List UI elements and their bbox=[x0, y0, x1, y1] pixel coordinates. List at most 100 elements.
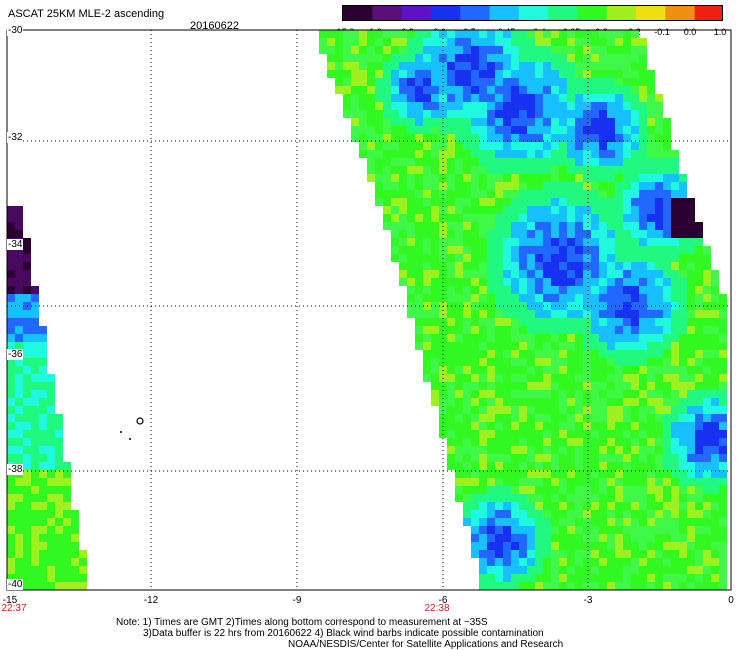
swath-cell bbox=[647, 494, 655, 502]
swath-cell bbox=[647, 222, 655, 230]
swath-cell bbox=[671, 190, 679, 198]
swath-cell bbox=[679, 454, 687, 462]
swath-cell bbox=[527, 526, 535, 534]
swath-cell bbox=[551, 478, 559, 486]
swath-cell bbox=[15, 262, 23, 270]
swath-cell bbox=[679, 174, 687, 182]
swath-cell bbox=[607, 294, 615, 302]
swath-cell bbox=[543, 334, 551, 342]
swath-cell bbox=[535, 142, 543, 150]
swath-cell bbox=[695, 478, 703, 486]
swath-cell bbox=[687, 326, 695, 334]
swath-cell bbox=[551, 238, 559, 246]
swath-cell bbox=[655, 518, 663, 526]
swath-cell bbox=[511, 262, 519, 270]
swath-cell bbox=[23, 310, 31, 318]
swath-cell bbox=[591, 470, 599, 478]
swath-cell bbox=[511, 502, 519, 510]
swath-cell bbox=[527, 510, 535, 518]
swath-cell bbox=[591, 238, 599, 246]
swath-cell bbox=[559, 166, 567, 174]
swath-cell bbox=[15, 390, 23, 398]
swath-cell bbox=[479, 310, 487, 318]
swath-cell bbox=[479, 342, 487, 350]
swath-cell bbox=[455, 158, 463, 166]
note-line-3: NOAA/NESDIS/Center for Satellite Applica… bbox=[288, 639, 564, 650]
swath-cell bbox=[567, 166, 575, 174]
swath-cell bbox=[375, 46, 383, 54]
swath-cell bbox=[623, 382, 631, 390]
swath-cell bbox=[671, 494, 679, 502]
swath-cell bbox=[639, 158, 647, 166]
swath-cell bbox=[367, 46, 375, 54]
swath-cell bbox=[463, 118, 471, 126]
swath-cell bbox=[615, 550, 623, 558]
swath-cell bbox=[415, 190, 423, 198]
swath-cell bbox=[663, 542, 671, 550]
swath-cell bbox=[591, 62, 599, 70]
swath-cell bbox=[7, 334, 15, 342]
swath-cell bbox=[31, 582, 39, 590]
swath-cell bbox=[479, 494, 487, 502]
swath-cell bbox=[543, 54, 551, 62]
swath-cell bbox=[663, 478, 671, 486]
swath-cell bbox=[447, 382, 455, 390]
swath-cell bbox=[399, 206, 407, 214]
swath-cell bbox=[503, 566, 511, 574]
swath-cell bbox=[423, 206, 431, 214]
swath-cell bbox=[559, 390, 567, 398]
swath-cell bbox=[511, 566, 519, 574]
swath-cell bbox=[415, 214, 423, 222]
swath-cell bbox=[663, 342, 671, 350]
swath-cell bbox=[591, 574, 599, 582]
swath-cell bbox=[31, 326, 39, 334]
swath-cell bbox=[479, 30, 487, 38]
swath-cell bbox=[535, 206, 543, 214]
swath-cell bbox=[591, 254, 599, 262]
swath-cell bbox=[519, 438, 527, 446]
swath-cell bbox=[543, 110, 551, 118]
swath-cell bbox=[591, 110, 599, 118]
swath-cell bbox=[463, 198, 471, 206]
swath-cell bbox=[591, 38, 599, 46]
swath-cell bbox=[15, 534, 23, 542]
swath-cell bbox=[551, 86, 559, 94]
swath-cell bbox=[607, 510, 615, 518]
swath-cell bbox=[391, 254, 399, 262]
swath-cell bbox=[455, 262, 463, 270]
swath-cell bbox=[695, 398, 703, 406]
swath-cell bbox=[447, 182, 455, 190]
swath-cell bbox=[703, 294, 711, 302]
swath-cell bbox=[559, 134, 567, 142]
swath-cell bbox=[503, 582, 511, 590]
swath-cell bbox=[687, 558, 695, 566]
swath-cell bbox=[639, 382, 647, 390]
swath-cell bbox=[567, 150, 575, 158]
swath-cell bbox=[583, 534, 591, 542]
swath-cell bbox=[703, 382, 711, 390]
swath-cell bbox=[663, 246, 671, 254]
swath-cell bbox=[519, 110, 527, 118]
swath-cell bbox=[599, 94, 607, 102]
swath-cell bbox=[535, 174, 543, 182]
swath-cell bbox=[343, 70, 351, 78]
swath-cell bbox=[383, 222, 391, 230]
swath-cell bbox=[671, 166, 679, 174]
swath-cell bbox=[423, 94, 431, 102]
swath-cell bbox=[55, 502, 63, 510]
swath-cell bbox=[479, 510, 487, 518]
swath-cell bbox=[511, 230, 519, 238]
swath-cell bbox=[479, 518, 487, 526]
swath-cell bbox=[679, 390, 687, 398]
swath-cell bbox=[591, 534, 599, 542]
swath-cell bbox=[511, 142, 519, 150]
swath-cell bbox=[487, 278, 495, 286]
swath-cell bbox=[535, 78, 543, 86]
swath-cell bbox=[615, 94, 623, 102]
swath-cell bbox=[711, 454, 719, 462]
swath-cell bbox=[583, 118, 591, 126]
swath-cell bbox=[695, 382, 703, 390]
swath-cell bbox=[351, 78, 359, 86]
swath-cell bbox=[543, 342, 551, 350]
swath-cell bbox=[415, 70, 423, 78]
